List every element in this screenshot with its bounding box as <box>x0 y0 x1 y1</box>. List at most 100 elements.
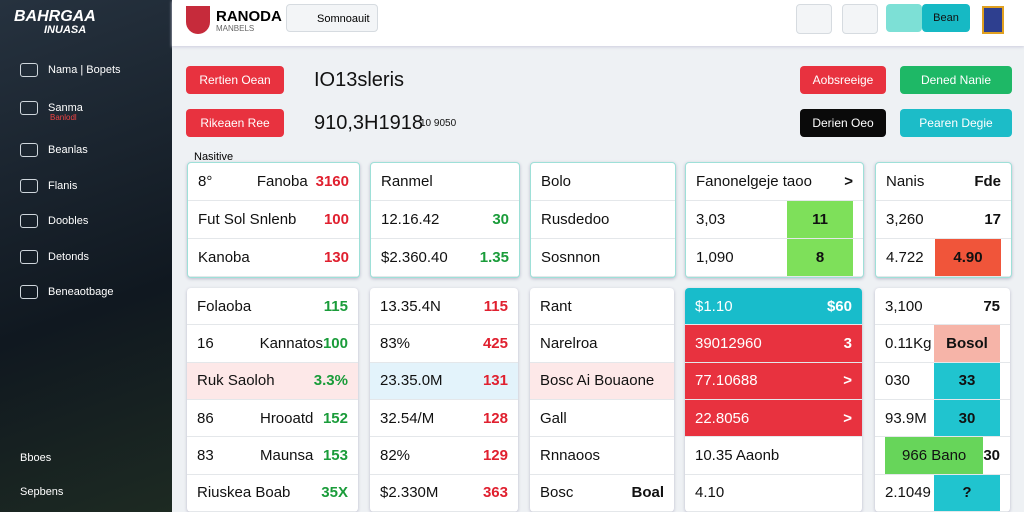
table-row[interactable]: 3,100 75 <box>875 288 1010 326</box>
cell-value: 3 <box>843 334 852 352</box>
table-row[interactable]: Gall <box>530 400 674 438</box>
cell-text: Rnnaoos <box>540 446 601 464</box>
cell-text: Bolo <box>541 173 572 190</box>
table-row[interactable]: 93.9M 30 <box>875 400 1010 438</box>
cell-text: Fanoba <box>256 173 308 190</box>
cell-text: 32.54/M <box>380 409 435 427</box>
nav-label: Doobles <box>48 215 89 227</box>
cell-value: 75 <box>983 297 1000 315</box>
table-row[interactable]: 23.35.0M 131 <box>370 362 518 400</box>
action-button[interactable]: Rikeaen Ree <box>186 109 284 137</box>
table-row[interactable]: 32.54/M 128 <box>370 400 518 438</box>
table-row[interactable]: 1,090 8 <box>686 239 863 277</box>
card: Ranmel 12.16.42 30 $2.360.40 1.35 <box>370 162 520 278</box>
table-row[interactable]: Kanoba 130 <box>188 239 359 277</box>
table-row[interactable]: 39012960 3 <box>685 325 862 363</box>
table-row[interactable]: 13.35.4N 115 <box>370 288 518 326</box>
icon-button[interactable] <box>796 4 832 34</box>
table-row[interactable]: Folaoba 115 <box>187 288 358 326</box>
table-row[interactable]: Ruk Saoloh 3.3% <box>187 362 358 400</box>
table-row[interactable]: 3,260 17 <box>876 201 1011 239</box>
search[interactable]: Somnoauit <box>286 4 378 32</box>
cell-text: 93.9M <box>885 409 927 427</box>
table-row[interactable]: Nanis Fde <box>876 163 1011 201</box>
table-row[interactable]: $2.360.40 1.35 <box>371 239 519 277</box>
cell-value: 33 <box>934 362 1000 399</box>
table-row[interactable]: Fanonelgeje taoo > <box>686 163 863 201</box>
action-text: 910,3H1918 <box>314 111 423 134</box>
nav-item[interactable]: Doobles <box>20 214 88 228</box>
table-row[interactable]: 8° Fanoba 3160 <box>188 163 359 201</box>
cell-value: > <box>844 173 853 190</box>
action-button[interactable]: Pearen Degie <box>900 109 1012 137</box>
cell-value: 4.90 <box>935 239 1001 276</box>
cell-value: 128 <box>482 409 508 427</box>
top-button[interactable]: Bean <box>922 4 970 32</box>
table-row[interactable]: 4.722 4.90 <box>876 239 1011 277</box>
cell-value: 363 <box>482 484 508 502</box>
nav-item[interactable]: Detonds <box>20 250 89 264</box>
table-row[interactable]: 4.10 > <box>685 475 862 512</box>
nav-label: Sanma <box>48 102 83 114</box>
table-row[interactable]: Rusdedoo <box>531 201 675 239</box>
table-row[interactable]: Rnnaoos <box>530 437 674 475</box>
icon-button[interactable] <box>842 4 878 34</box>
nav-item[interactable]: Sanma <box>20 101 83 115</box>
table-row[interactable]: $1.10 $60 <box>685 288 862 326</box>
action-button[interactable]: Aobsreeige <box>800 66 886 94</box>
cell-value: 17 <box>984 211 1001 228</box>
table-row[interactable]: 10.35 Aaonb 17 <box>685 437 862 475</box>
table-row[interactable]: 030 33 <box>875 362 1010 400</box>
table-row[interactable]: Bolo <box>531 163 675 201</box>
table-row[interactable]: 82% 129 <box>370 437 518 475</box>
nav-item[interactable]: Bboes <box>20 452 51 464</box>
action-button[interactable]: Derien Oeo <box>800 109 886 137</box>
cell-value: 11 <box>787 201 853 238</box>
card: 8° Fanoba 3160 Fut Sol Snlenb 100 Kanoba 130 <box>187 162 360 278</box>
nav-item[interactable]: Nama | Bopets <box>20 63 121 77</box>
cell-text: Nanis <box>886 173 925 190</box>
table-row[interactable]: 83% 425 <box>370 325 518 363</box>
table-row[interactable]: 966 Bano 30 <box>875 437 1010 475</box>
table-row[interactable]: Rant <box>530 288 674 326</box>
logo: RANODA <box>216 8 282 25</box>
cell-value: 100 <box>323 211 349 228</box>
table-row[interactable]: Narelroa <box>530 325 674 363</box>
card: Rant Narelroa Bosc Ai Bouaone Gall Rnnaoos Bo… <box>530 288 674 512</box>
table-row[interactable]: 2.1049? <box>875 474 1010 512</box>
table-row[interactable]: 16 Kannatos 100 <box>187 325 358 363</box>
table-row[interactable]: 0.11Kg Bosol <box>875 325 1010 363</box>
cell-value: 1.35 <box>479 249 509 266</box>
table-row[interactable]: 3,03 11 <box>686 201 863 239</box>
action-button[interactable]: Dened Nanie <box>900 66 1012 94</box>
nav-item[interactable]: Beneaotbage <box>20 285 113 299</box>
cell-value: 115 <box>323 297 348 315</box>
cell-text: Rant <box>540 297 572 315</box>
nav-item[interactable]: Flanis <box>20 179 77 193</box>
nav-label: Sepbens <box>20 486 64 498</box>
cell-text: 8° <box>198 173 213 190</box>
cell-value: 30 <box>934 400 1000 437</box>
cell-text: 2.1049 <box>885 484 931 502</box>
table-row[interactable]: 83 Maunsa 153 <box>187 437 358 475</box>
table-row[interactable]: 86 Hrooatd 152 <box>187 400 358 438</box>
cell-value: 35X <box>321 484 348 502</box>
table-row[interactable]: 12.16.42 30 <box>371 201 519 239</box>
card: Bolo Rusdedoo Sosnnon <box>530 162 676 278</box>
table-row[interactable]: Bosc Ai Bouaone <box>530 362 674 400</box>
table-row[interactable]: Riuskea Boab 35X <box>187 475 358 512</box>
table-row[interactable]: 22.8056 > <box>685 400 862 438</box>
table-row[interactable]: Ranmel <box>371 163 519 201</box>
action-button[interactable]: Rertien Oean <box>186 66 284 94</box>
table-row[interactable]: Bosc Boal <box>530 475 674 512</box>
icon-button[interactable] <box>886 4 922 32</box>
table-row[interactable]: 77.10688 > <box>685 362 862 400</box>
table-row[interactable]: $2.330M 363 <box>370 475 518 512</box>
nav-icon <box>20 63 38 77</box>
nav-item[interactable]: Beanlas <box>20 143 88 157</box>
nav-item[interactable]: Sepbens <box>20 486 63 498</box>
nav-icon <box>20 214 38 228</box>
table-row[interactable]: Fut Sol Snlenb 100 <box>188 201 359 239</box>
nav-label: Beneaotbage <box>48 286 114 298</box>
table-row[interactable]: Sosnnon <box>531 239 675 277</box>
